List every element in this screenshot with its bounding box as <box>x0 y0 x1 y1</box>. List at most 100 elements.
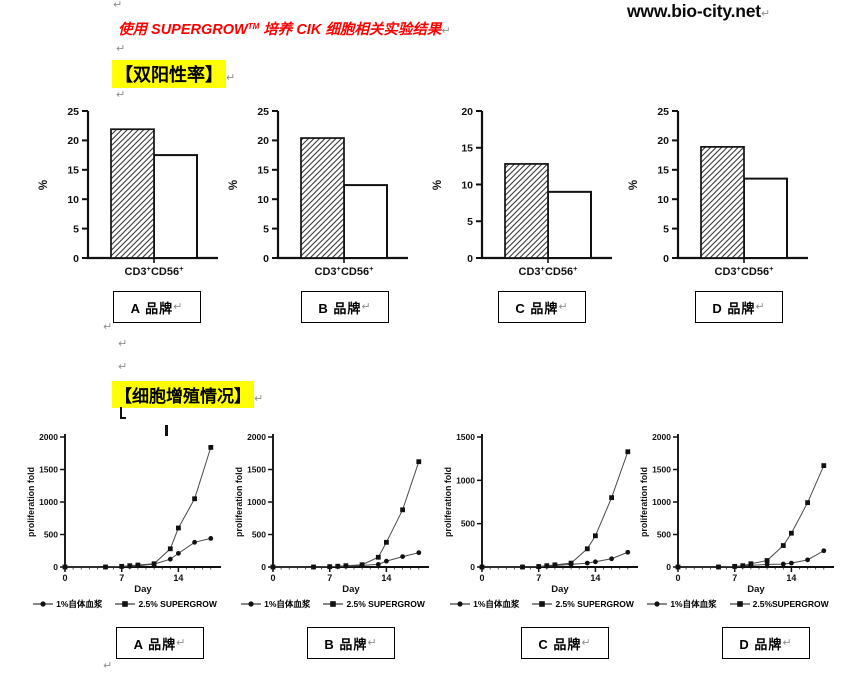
bar-chart-brand-a: 0 5 10 15 20 25 CD3+CD56+% <box>38 106 218 278</box>
paragraph-mark: ↵ <box>441 25 451 37</box>
paragraph-mark: ↵ <box>103 660 113 672</box>
paragraph-mark: ↵ <box>113 0 123 11</box>
bar-chart-brand-d: 0 5 10 15 20 25 CD3+CD56+% <box>628 106 808 278</box>
header-right: www.bio-city.net↵ <box>627 1 770 22</box>
svg-text:5: 5 <box>263 223 269 235</box>
brand-label: B 品牌 <box>318 300 362 316</box>
brand-box-d-row1: D 品牌 ↵ <box>695 291 783 323</box>
svg-text:10: 10 <box>67 194 79 206</box>
section-proliferation-heading-row: 【细胞增殖情况】 ↵ <box>112 381 263 408</box>
svg-text:7: 7 <box>732 573 737 583</box>
legend-item-plasma: 1%自体血浆 <box>450 598 519 610</box>
brand-label: B 品牌 <box>324 636 368 652</box>
brand-label: D 品牌 <box>739 636 783 652</box>
square-marker-icon <box>729 601 750 607</box>
legend-chart-a: 1%自体血浆 2.5% SUPERGROW <box>25 598 225 610</box>
text-cursor <box>120 407 122 419</box>
svg-text:0: 0 <box>261 562 266 572</box>
paragraph-mark: ↵ <box>116 89 126 101</box>
svg-text:1500: 1500 <box>247 465 266 475</box>
legend-item-supergrow: 2.5%SUPERGROW <box>729 599 829 609</box>
brand-box-c-row1: C 品牌 ↵ <box>498 291 586 323</box>
svg-text:Day: Day <box>342 584 360 595</box>
brand-box-a-row2: A 品牌 ↵ <box>116 627 204 659</box>
legend-label: 1%自体血浆 <box>264 599 311 609</box>
paragraph-mark: ↵ <box>558 300 569 313</box>
svg-text:0: 0 <box>675 573 680 583</box>
svg-text:CD3+CD56+: CD3+CD56+ <box>315 264 375 278</box>
section-heading-dual-positive-rate: 【双阳性率】 <box>112 60 226 88</box>
svg-text:0: 0 <box>263 253 269 265</box>
square-marker-icon <box>532 601 553 607</box>
section-heading-proliferation: 【细胞增殖情况】 <box>112 381 254 408</box>
svg-text:20: 20 <box>67 135 79 147</box>
trademark-superscript: TM <box>247 22 260 31</box>
brand-label: A 品牌 <box>130 300 174 316</box>
paragraph-mark: ↵ <box>118 338 128 350</box>
svg-text:7: 7 <box>327 573 332 583</box>
brand-box-b-row1: B 品牌 ↵ <box>301 291 389 323</box>
svg-text:Day: Day <box>551 584 569 595</box>
svg-text:0: 0 <box>73 253 79 265</box>
svg-text:15: 15 <box>257 165 269 177</box>
legend-item-plasma: 1%自体血浆 <box>241 598 310 610</box>
paragraph-mark: ↵ <box>367 636 378 649</box>
svg-text:0: 0 <box>479 573 484 583</box>
svg-text:14: 14 <box>173 573 183 583</box>
svg-text:1500: 1500 <box>652 465 671 475</box>
svg-text:25: 25 <box>657 106 669 118</box>
brand-label: D 品牌 <box>712 300 756 316</box>
brand-box-a-row1: A 品牌 ↵ <box>113 291 201 323</box>
line-chart-brand-b: 0 500 1000 1500 2000 0 7 14 Day proliferation fol… <box>234 432 429 595</box>
line-chart-brand-d: 0 500 1000 1500 2000 0 7 14 Day proliferation fol… <box>639 432 834 595</box>
legend-label: 2.5% SUPERGROW <box>346 599 425 609</box>
circle-marker-icon <box>241 601 262 607</box>
svg-text:10: 10 <box>461 179 473 191</box>
svg-text:7: 7 <box>536 573 541 583</box>
legend-label: 1%自体血浆 <box>473 599 520 609</box>
brand-box-b-row2: B 品牌 ↵ <box>307 627 395 659</box>
svg-text:2000: 2000 <box>652 432 671 442</box>
svg-text:proliferation fold: proliferation fold <box>234 467 244 537</box>
circle-marker-icon <box>450 601 471 607</box>
paragraph-mark: ↵ <box>116 43 126 55</box>
svg-text:%: % <box>38 180 50 190</box>
legend-item-supergrow: 2.5% SUPERGROW <box>323 599 425 609</box>
svg-text:5: 5 <box>73 223 79 235</box>
paragraph-mark: ↵ <box>760 8 771 20</box>
svg-text:10: 10 <box>657 194 669 206</box>
svg-text:25: 25 <box>257 106 269 118</box>
svg-text:10: 10 <box>257 194 269 206</box>
svg-text:1000: 1000 <box>456 475 475 485</box>
svg-text:0: 0 <box>467 253 473 265</box>
svg-text:25: 25 <box>67 106 79 118</box>
svg-text:15: 15 <box>67 165 79 177</box>
paragraph-mark: ↵ <box>176 636 187 649</box>
paragraph-mark: ↵ <box>103 321 113 333</box>
svg-text:15: 15 <box>657 165 669 177</box>
svg-text:20: 20 <box>257 135 269 147</box>
line-chart-brand-c: 0 500 1000 1500 0 7 14 Day proliferation fold <box>443 432 638 595</box>
paragraph-mark: ↵ <box>173 300 184 313</box>
bar-chart-brand-b: 0 5 10 15 20 25 CD3+CD56+% <box>228 106 408 278</box>
legend-item-plasma: 1%自体血浆 <box>33 598 102 610</box>
text-cursor-foot <box>120 417 126 419</box>
svg-text:0: 0 <box>62 573 67 583</box>
svg-text:%: % <box>628 180 640 190</box>
section-dual-positive-heading-row: 【双阳性率】 ↵ <box>112 60 235 88</box>
paragraph-mark: ↵ <box>226 72 236 84</box>
svg-text:20: 20 <box>657 135 669 147</box>
square-marker-icon <box>115 601 136 607</box>
svg-text:1000: 1000 <box>247 497 266 507</box>
website-url: www.bio-city.net <box>627 1 761 21</box>
svg-text:1000: 1000 <box>652 497 671 507</box>
square-marker-icon <box>323 601 344 607</box>
brand-label: C 品牌 <box>538 636 582 652</box>
svg-text:500: 500 <box>44 530 58 540</box>
paragraph-mark: ↵ <box>782 636 793 649</box>
svg-text:Day: Day <box>747 584 765 595</box>
svg-text:proliferation fold: proliferation fold <box>443 467 453 537</box>
svg-text:2000: 2000 <box>39 432 58 442</box>
doc-title: 使用 SUPERGROWTM 培养 CIK 细胞相关实验结果↵ <box>118 18 451 39</box>
